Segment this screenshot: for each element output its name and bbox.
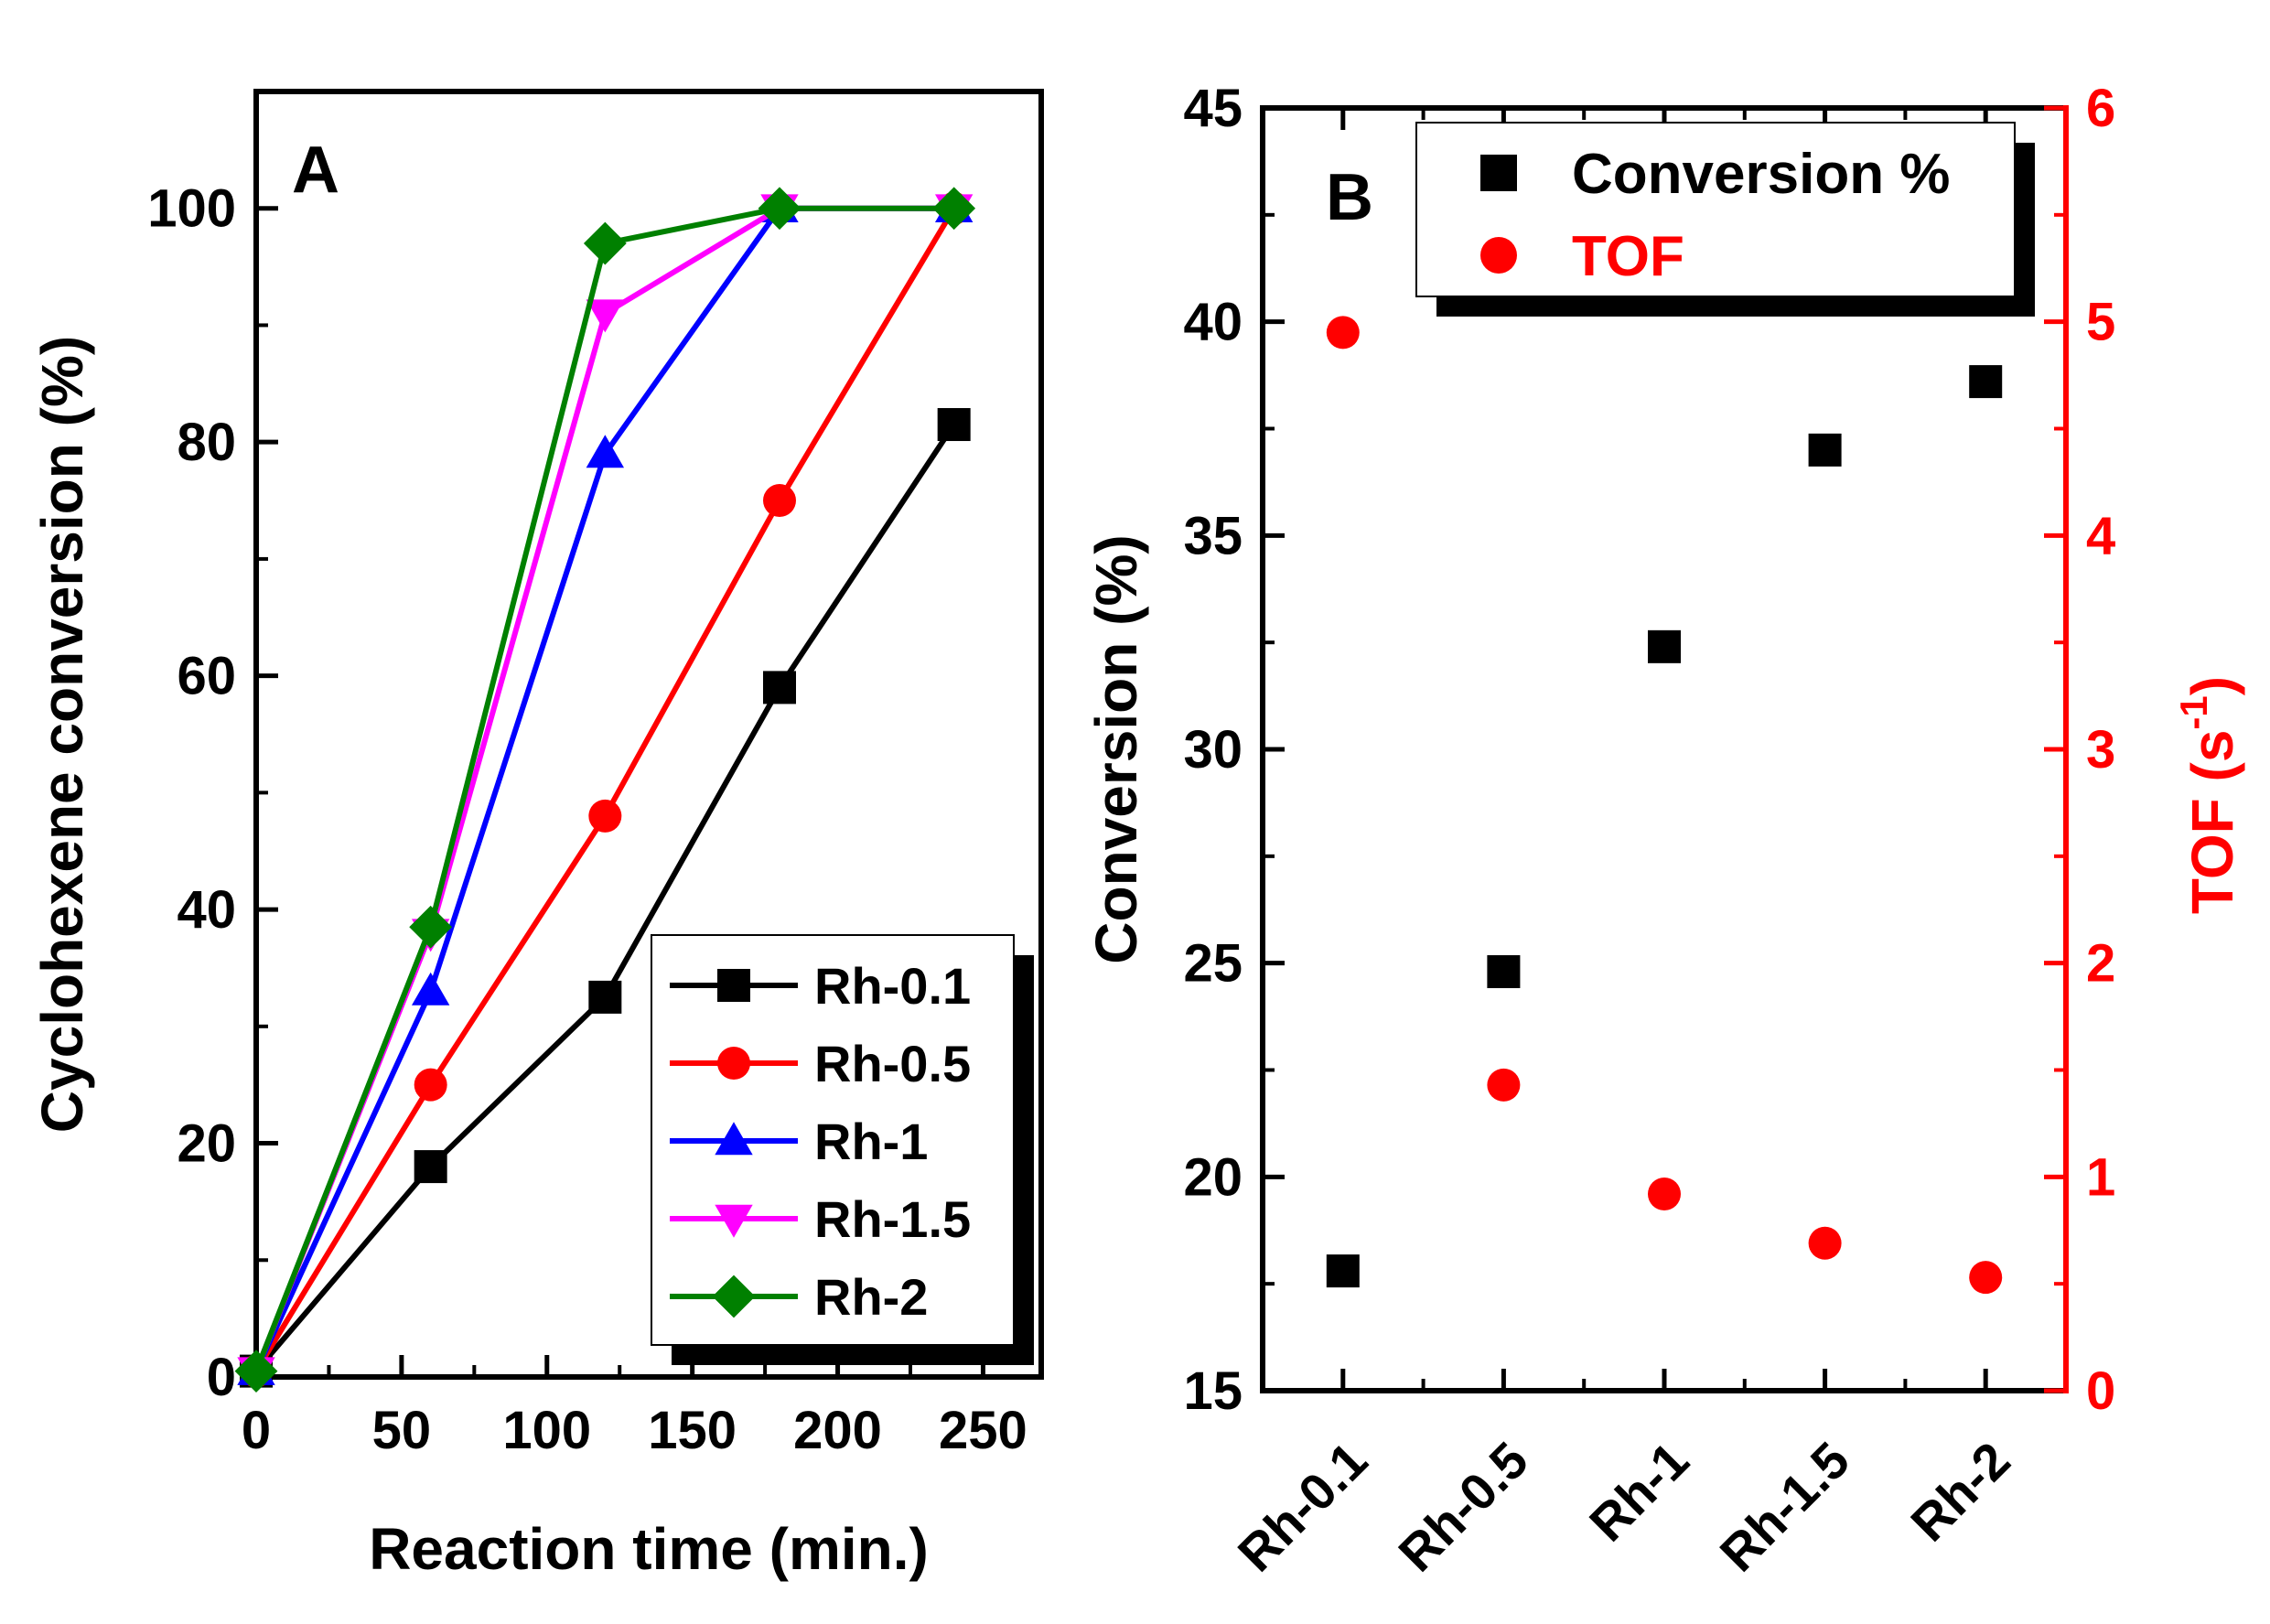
- y2-tick-label-b: 0: [2086, 1361, 2115, 1421]
- y2-axis-label-end: ): [2179, 676, 2245, 695]
- legend-marker-conversion-: [1480, 155, 1517, 191]
- y2-axis-label-main: TOF (s: [2179, 730, 2245, 915]
- legend-marker-tof: [1480, 237, 1517, 274]
- x-tick-label-a: 150: [648, 1401, 737, 1460]
- y-tick-label-b: 35: [1183, 506, 1243, 565]
- y2-tick-label-b: 3: [2086, 720, 2115, 780]
- y2-tick-label-b: 6: [2086, 79, 2115, 138]
- data-point-tof: [1808, 1226, 1842, 1260]
- y-tick-label-b: 30: [1183, 720, 1243, 780]
- legend-label-b: Conversion %: [1572, 143, 1950, 206]
- x-tick-label-a: 0: [242, 1401, 271, 1460]
- data-point-Rh-1: [411, 972, 450, 1006]
- legend-marker-Rh-0.1: [717, 969, 750, 1002]
- data-point-Rh-0.5: [763, 484, 796, 518]
- data-point-Rh-0.1: [414, 1150, 447, 1184]
- data-point-Rh-2: [409, 905, 453, 949]
- panel-label-a: A: [292, 134, 339, 207]
- legend-marker-Rh-1.5: [715, 1204, 753, 1238]
- legend-label-Rh-1.5: Rh-1.5: [814, 1190, 971, 1248]
- y-tick-label-b: 25: [1183, 934, 1243, 994]
- y-tick-label-a: 60: [177, 647, 236, 706]
- x-tick-label-a: 50: [372, 1401, 432, 1460]
- legend-marker-Rh-2: [712, 1274, 756, 1318]
- y-tick-label-a: 0: [207, 1348, 236, 1407]
- x-tick-label-a: 100: [502, 1401, 591, 1460]
- y-axis-label-b: Conversion (%): [1083, 534, 1149, 963]
- data-point-tof: [1648, 1178, 1681, 1211]
- data-point-conversion-: [1487, 955, 1521, 989]
- legend-box-b: [1415, 122, 2016, 297]
- y2-tick-label-b: 1: [2086, 1147, 2115, 1207]
- legend-label-Rh-2: Rh-2: [814, 1268, 928, 1326]
- y-tick-label-a: 20: [177, 1114, 236, 1174]
- y-tick-label-a: 40: [177, 880, 236, 940]
- data-point-Rh-0.1: [588, 980, 622, 1014]
- legend-label-Rh-0.1: Rh-0.1: [814, 957, 971, 1015]
- data-point-tof: [1326, 316, 1360, 350]
- data-point-Rh-0.5: [588, 799, 622, 833]
- data-point-Rh-2: [758, 187, 801, 231]
- data-point-tof: [1969, 1261, 2003, 1295]
- data-point-conversion-: [1648, 629, 1681, 663]
- y-tick-label-a: 80: [177, 413, 236, 472]
- data-point-Rh-2: [932, 187, 976, 231]
- legend-label-Rh-0.5: Rh-0.5: [814, 1035, 971, 1092]
- data-point-Rh-2: [583, 221, 627, 265]
- y2-tick-label-b: 2: [2086, 934, 2115, 994]
- data-point-Rh-0.5: [414, 1068, 447, 1102]
- legend-label-Rh-1: Rh-1: [814, 1113, 928, 1170]
- x-tick-label-a: 250: [939, 1401, 1027, 1460]
- y-tick-label-b: 20: [1183, 1147, 1243, 1207]
- x-axis-label-a: Reaction time (min.): [369, 1516, 929, 1582]
- panel-label-b: B: [1326, 161, 1373, 234]
- y2-axis-label-b: TOF (s-1): [2172, 676, 2245, 914]
- y2-tick-label-b: 5: [2086, 293, 2115, 352]
- y-tick-label-b: 15: [1183, 1361, 1243, 1421]
- y-tick-label-b: 40: [1183, 293, 1243, 352]
- y-tick-label-b: 45: [1183, 79, 1243, 138]
- data-point-Rh-2: [234, 1350, 278, 1393]
- plot-frame-a: [253, 89, 1044, 1380]
- y-axis-label-a: Cyclohexene conversion (%): [29, 336, 95, 1133]
- data-point-Rh-1.5: [586, 299, 625, 333]
- data-point-conversion-: [1808, 433, 1842, 467]
- data-point-conversion-: [1969, 365, 2003, 399]
- data-point-tof: [1487, 1068, 1521, 1102]
- legend-marker-Rh-0.5: [717, 1047, 750, 1080]
- data-point-Rh-0.1: [937, 408, 971, 442]
- legend-marker-Rh-1: [715, 1122, 753, 1156]
- y2-axis-label-sup: -1: [2172, 695, 2215, 729]
- legend-label-b: TOF: [1572, 225, 1684, 288]
- y-tick-label-a: 100: [147, 179, 236, 239]
- y2-tick-label-b: 4: [2086, 506, 2115, 565]
- data-point-Rh-1: [586, 435, 625, 468]
- data-point-Rh-0.1: [763, 671, 796, 704]
- x-tick-label-a: 200: [793, 1401, 882, 1460]
- data-point-conversion-: [1326, 1254, 1360, 1288]
